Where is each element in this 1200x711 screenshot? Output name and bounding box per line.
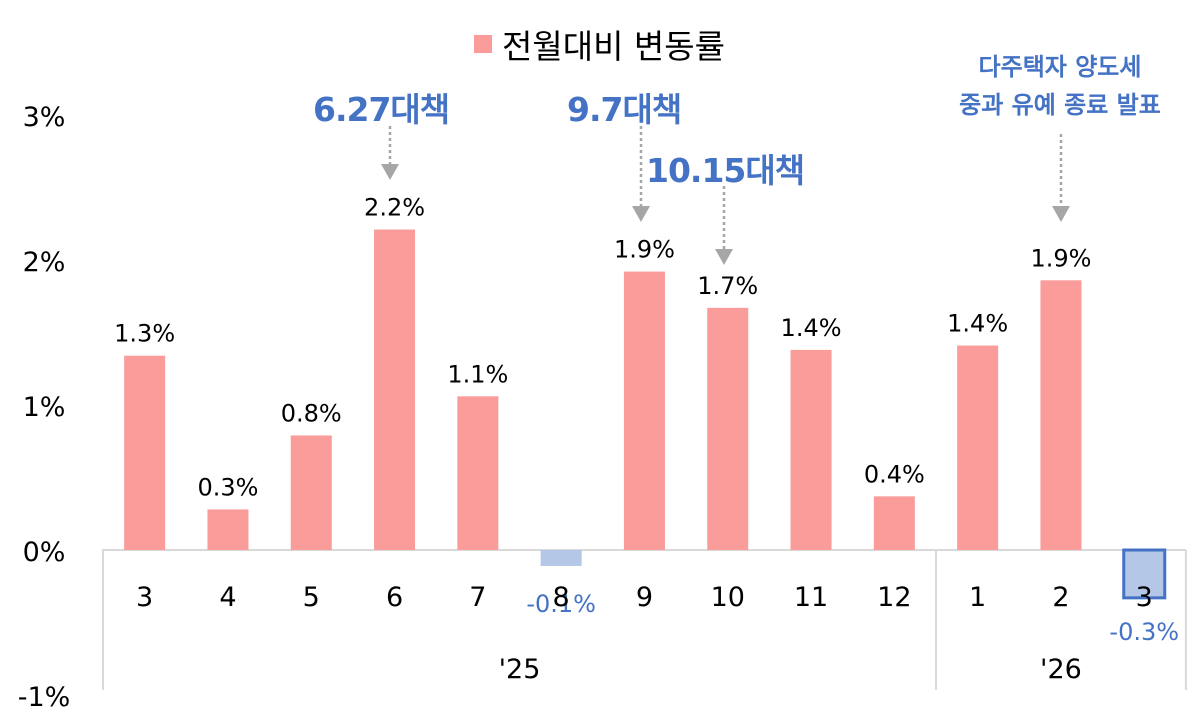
annotation-capital-gains-tax-line-1: 다주택자 양도세	[978, 53, 1142, 81]
bar-11	[790, 349, 832, 550]
data-label: 0.8%	[281, 399, 342, 427]
legend: 전월대비 변동률	[474, 22, 725, 66]
category-label: 2	[1052, 582, 1069, 613]
annotation-arrows	[381, 126, 1070, 265]
legend-label: 전월대비 변동률	[502, 27, 726, 66]
category-label: 12	[877, 582, 911, 613]
data-label: 1.4%	[781, 314, 842, 342]
legend-swatch	[474, 35, 492, 53]
y-tick-label: -1%	[18, 682, 71, 711]
category-label: 11	[794, 582, 828, 613]
y-tick-label: 2%	[23, 247, 66, 278]
category-label: 1	[969, 582, 986, 613]
category-label: 7	[469, 582, 486, 613]
data-label: 1.1%	[447, 360, 508, 388]
bar-6	[374, 229, 416, 551]
bar-4	[207, 509, 249, 550]
annotation-capital-gains-tax: 다주택자 양도세 중과 유예 종료 발표	[920, 48, 1200, 124]
annotation-arrow-head	[715, 249, 733, 265]
data-label: -0.1%	[526, 590, 596, 618]
group-label: '25	[499, 654, 541, 685]
data-label: 1.7%	[697, 272, 758, 300]
category-label: 3	[1136, 582, 1153, 613]
category-label: 3	[136, 582, 153, 613]
bar-10	[707, 307, 749, 550]
y-tick-label: 3%	[23, 102, 66, 133]
group-labels: '25 '26	[499, 654, 1082, 685]
bar-7	[457, 396, 499, 550]
group-label: '26	[1040, 654, 1082, 685]
category-label: 4	[219, 582, 236, 613]
bars	[124, 229, 1167, 600]
bar-12	[873, 496, 915, 550]
bar-3	[1122, 548, 1167, 600]
y-tick-label: 0%	[23, 537, 66, 568]
category-label: 5	[303, 582, 320, 613]
category-label: 10	[711, 582, 745, 613]
bar-8	[540, 550, 582, 566]
data-label: 2.2%	[364, 194, 425, 222]
category-label: 8	[553, 582, 570, 613]
data-label: 0.3%	[197, 473, 258, 501]
category-label: 6	[386, 582, 403, 613]
data-label: 0.4%	[864, 460, 925, 488]
data-label: -0.3%	[1109, 618, 1179, 646]
data-label: 1.4%	[947, 310, 1008, 338]
bar-2	[1040, 280, 1082, 550]
annotation-arrow-head	[632, 206, 650, 222]
data-label: 1.9%	[1030, 244, 1091, 272]
axis-lines	[102, 549, 1187, 690]
y-axis-labels: 3% 2% 1% 0% -1%	[18, 102, 71, 711]
data-label: 1.9%	[614, 236, 675, 264]
data-label: 1.3%	[114, 320, 175, 348]
annotation-arrow-head	[1052, 206, 1070, 222]
bar-3	[124, 355, 166, 550]
annotation-arrow-head	[381, 164, 399, 180]
annotation-10-15-policy: 10.15대책	[646, 151, 805, 190]
y-tick-label: 1%	[23, 392, 66, 423]
annotation-6-27-policy: 6.27대책	[313, 90, 450, 129]
annotation-capital-gains-tax-line-2: 중과 유예 종료 발표	[959, 91, 1161, 119]
annotation-9-7-policy: 9.7대책	[567, 90, 682, 129]
value-labels: 1.3% 0.3% 0.8% 2.2% 1.1% -0.1% 1.9% 1.7% 1.4% 0.4…	[114, 194, 1179, 646]
category-labels: 3 4 5 6 7 8 9 10 11 12 1 2 3	[136, 582, 1153, 613]
category-label: 9	[636, 582, 653, 613]
bar-1	[957, 345, 999, 550]
bar-9	[623, 271, 665, 550]
bar-5	[290, 435, 332, 550]
